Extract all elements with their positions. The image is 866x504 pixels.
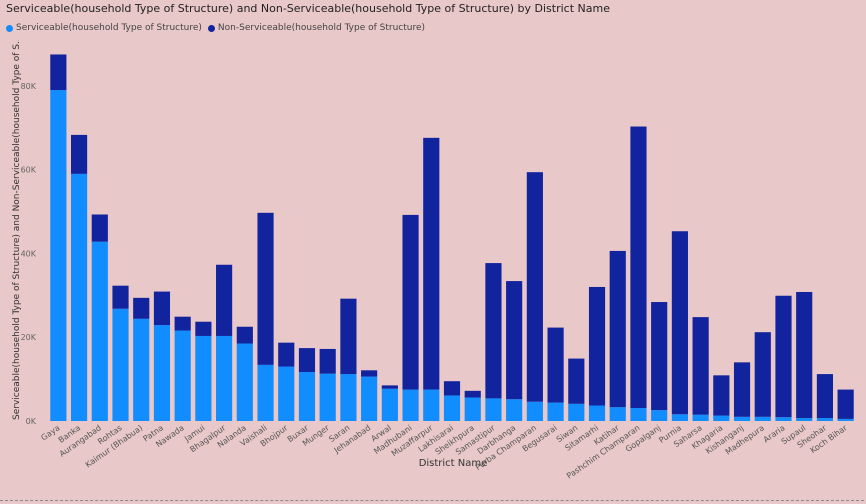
bar-non-serviceable[interactable] [816, 374, 833, 419]
bar-serviceable[interactable] [236, 343, 253, 421]
bar-serviceable[interactable] [630, 408, 647, 421]
legend-item-non-serviceable[interactable]: Non-Serviceable(household Type of Struct… [207, 23, 426, 33]
y-tick-label: 80K [21, 82, 37, 91]
bar-non-serviceable[interactable] [174, 316, 191, 331]
bar-non-serviceable[interactable] [630, 126, 647, 409]
legend-marker-non-serviceable [207, 24, 215, 32]
bar-non-serviceable[interactable] [547, 327, 564, 403]
bar-non-serviceable[interactable] [443, 381, 461, 396]
bar-serviceable[interactable] [443, 395, 461, 421]
bar-non-serviceable[interactable] [713, 375, 730, 416]
x-axis-title: District Name [418, 458, 488, 469]
bar-non-serviceable[interactable] [236, 326, 253, 344]
bar-non-serviceable[interactable] [837, 389, 854, 419]
bar-serviceable[interactable] [796, 418, 813, 421]
bar-non-serviceable[interactable] [153, 291, 171, 326]
y-tick-label: 20K [21, 333, 37, 342]
bar-serviceable[interactable] [568, 403, 585, 421]
bar-serviceable[interactable] [174, 330, 191, 421]
bar-serviceable[interactable] [112, 308, 129, 421]
bar-non-serviceable[interactable] [50, 54, 67, 91]
bar-serviceable[interactable] [195, 335, 212, 421]
bar-serviceable[interactable] [216, 335, 233, 421]
bar-serviceable[interactable] [547, 402, 564, 421]
bar-serviceable[interactable] [298, 371, 316, 421]
bar-serviceable[interactable] [588, 405, 606, 422]
bar-serviceable[interactable] [257, 364, 274, 421]
bar-non-serviceable[interactable] [568, 358, 585, 404]
bar-non-serviceable[interactable] [485, 263, 502, 399]
bar-serviceable[interactable] [651, 410, 668, 421]
bar-non-serviceable[interactable] [381, 385, 398, 389]
bar-non-serviceable[interactable] [278, 342, 295, 367]
bar-non-serviceable[interactable] [340, 298, 357, 375]
bar-non-serviceable[interactable] [71, 134, 88, 174]
bar-non-serviceable[interactable] [195, 321, 212, 336]
bar-serviceable[interactable] [71, 173, 88, 421]
bar-serviceable[interactable] [754, 416, 771, 421]
bar-serviceable[interactable] [50, 90, 67, 421]
bar-serviceable[interactable] [692, 414, 709, 421]
bar-non-serviceable[interactable] [651, 302, 668, 411]
bar-non-serviceable[interactable] [298, 348, 316, 372]
bar-serviceable[interactable] [423, 389, 440, 421]
bar-serviceable[interactable] [153, 325, 171, 421]
bar-non-serviceable[interactable] [423, 137, 440, 390]
bar-serviceable[interactable] [361, 376, 378, 421]
bar-non-serviceable[interactable] [775, 295, 792, 418]
bar-serviceable[interactable] [816, 418, 833, 421]
bar-non-serviceable[interactable] [257, 212, 274, 365]
y-tick-label: 60K [21, 166, 37, 175]
legend-label-serviceable: Serviceable(household Type of Structure) [16, 23, 202, 33]
bar-non-serviceable[interactable] [671, 231, 688, 415]
legend-marker-serviceable [6, 24, 13, 32]
bar-non-serviceable[interactable] [133, 297, 150, 319]
bar-serviceable[interactable] [133, 318, 150, 421]
bar-non-serviceable[interactable] [361, 370, 378, 377]
y-tick-label: 0K [26, 417, 37, 426]
bar-serviceable[interactable] [671, 414, 688, 421]
legend-item-serviceable[interactable]: Serviceable(household Type of Structure) [6, 23, 202, 33]
bar-serviceable[interactable] [402, 389, 419, 421]
bar-non-serviceable[interactable] [216, 264, 233, 336]
bar-non-serviceable[interactable] [526, 172, 543, 402]
bar-serviceable[interactable] [485, 398, 502, 421]
bar-non-serviceable[interactable] [588, 286, 606, 406]
bar-non-serviceable[interactable] [112, 285, 129, 309]
bar-non-serviceable[interactable] [319, 348, 336, 374]
bar-non-serviceable[interactable] [609, 250, 626, 408]
bar-serviceable[interactable] [506, 399, 523, 421]
bar-non-serviceable[interactable] [796, 291, 813, 419]
bar-serviceable[interactable] [733, 416, 751, 421]
bar-non-serviceable[interactable] [506, 281, 523, 400]
bar-non-serviceable[interactable] [692, 317, 709, 415]
bar-serviceable[interactable] [91, 241, 108, 421]
bar-non-serviceable[interactable] [402, 214, 419, 390]
bar-serviceable[interactable] [278, 366, 295, 421]
bar-serviceable[interactable] [464, 397, 481, 421]
bar-non-serviceable[interactable] [733, 362, 751, 417]
y-tick-label: 40K [21, 249, 37, 258]
bar-serviceable[interactable] [775, 417, 792, 421]
bar-serviceable[interactable] [381, 388, 398, 421]
chart-title: Serviceable(household Type of Structure)… [6, 2, 610, 15]
bar-serviceable[interactable] [340, 374, 357, 421]
bar-serviceable[interactable] [837, 418, 854, 421]
bar-non-serviceable[interactable] [754, 332, 771, 417]
chart-legend: Serviceable(household Type of Structure)… [6, 23, 431, 33]
legend-label-non-serviceable: Non-Serviceable(household Type of Struct… [217, 23, 426, 33]
bar-serviceable[interactable] [319, 373, 336, 421]
bar-serviceable[interactable] [526, 401, 543, 421]
bar-non-serviceable[interactable] [91, 214, 108, 242]
bar-serviceable[interactable] [713, 415, 730, 421]
bar-serviceable[interactable] [609, 407, 626, 421]
bar-non-serviceable[interactable] [464, 390, 481, 398]
